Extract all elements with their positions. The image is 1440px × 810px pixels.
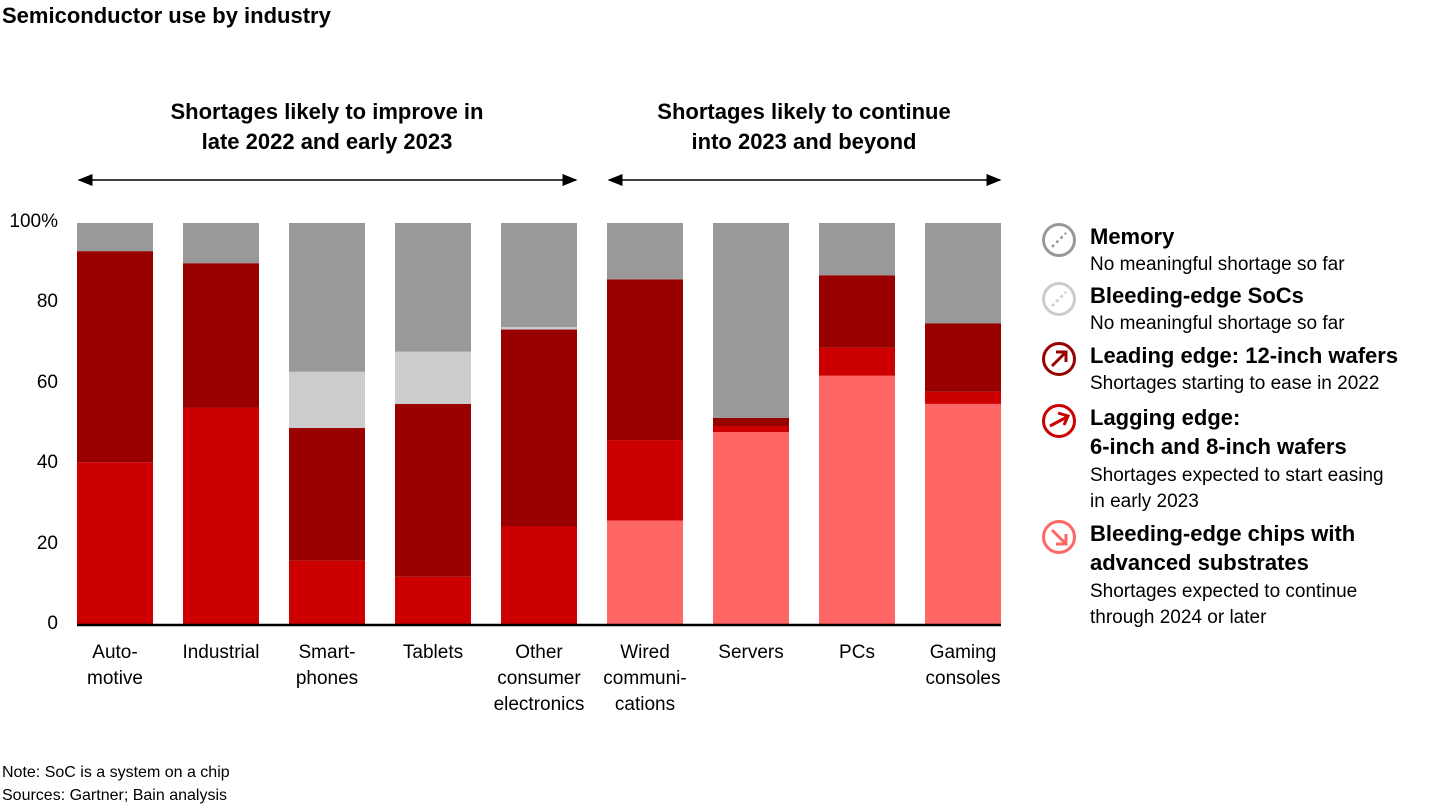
bar-segment — [713, 223, 789, 418]
bar-segment — [395, 223, 471, 352]
bar-segment — [501, 327, 577, 330]
x-tick-label: Smart- phones — [295, 642, 359, 689]
legend-desc: Shortages expected to start easing in ea… — [1090, 465, 1384, 512]
group-label-continue: Shortages likely to continue into 2023 a… — [657, 99, 951, 154]
x-tick-label: Other consumer electronics — [493, 642, 585, 715]
legend-desc: Shortages starting to ease in 2022 — [1090, 373, 1380, 394]
bar-segment — [607, 520, 683, 625]
x-tick-label: PCs — [839, 642, 875, 663]
bar-segment — [77, 462, 153, 625]
bar-segment — [925, 223, 1001, 324]
bar-segment — [713, 417, 789, 427]
dashed-diagonal-circle-icon — [1042, 223, 1076, 257]
sources-text: Sources: Gartner; Bain analysis — [2, 787, 227, 804]
bar-segment — [289, 428, 365, 561]
legend-title: Lagging edge: 6-inch and 8-inch wafers — [1090, 405, 1347, 459]
legend-desc: Shortages expected to continue through 2… — [1090, 581, 1358, 628]
y-tick-label: 0 — [47, 613, 58, 634]
bar-segment — [713, 426, 789, 433]
bar-segment — [713, 432, 789, 625]
legend-desc: No meaningful shortage so far — [1090, 313, 1345, 334]
x-tick-label: Wired communi- cations — [603, 642, 687, 715]
legend-title: Bleeding-edge chips with advanced substr… — [1090, 521, 1356, 575]
arrow-right-circle-icon — [1042, 404, 1076, 438]
bar-segment — [607, 440, 683, 521]
x-tick-label: Industrial — [182, 642, 260, 663]
dashed-diagonal-circle-icon — [1042, 282, 1076, 316]
y-tick-label: 100% — [9, 211, 58, 232]
y-tick-label: 80 — [36, 291, 58, 313]
legend-title: Memory — [1090, 224, 1175, 249]
y-tick-label: 40 — [36, 452, 58, 474]
note-text: Note: SoC is a system on a chip — [2, 764, 230, 781]
bar-segment — [501, 223, 577, 328]
arrow-up-right-circle-icon — [1042, 342, 1076, 376]
chart-title: Semiconductor use by industry — [2, 3, 331, 28]
bar-segment — [77, 251, 153, 463]
bar-segment — [925, 323, 1001, 392]
bar-segment — [819, 275, 895, 348]
legend-desc: No meaningful shortage so far — [1090, 254, 1345, 275]
bar-segment — [289, 371, 365, 429]
bar-segment — [501, 526, 577, 625]
x-tick-label: Auto- motive — [87, 642, 143, 689]
bar-segment — [289, 223, 365, 372]
bar-segment — [395, 576, 471, 625]
bar-segment — [183, 263, 259, 408]
bar-segment — [77, 223, 153, 252]
bar-segment — [501, 329, 577, 527]
bar-segment — [289, 560, 365, 625]
bar-segment — [819, 223, 895, 276]
group-label-improve: Shortages likely to improve in late 2022… — [170, 99, 484, 154]
bar-segment — [395, 403, 471, 577]
bar-segment — [607, 223, 683, 280]
bar-segment — [183, 407, 259, 625]
y-tick-label: 60 — [36, 371, 58, 393]
bar-segment — [819, 375, 895, 625]
legend-title: Bleeding-edge SoCs — [1090, 283, 1304, 308]
bar-segment — [607, 279, 683, 441]
arrow-down-right-circle-icon — [1042, 520, 1076, 554]
bar-segment — [183, 223, 259, 264]
y-tick-label: 20 — [36, 532, 58, 554]
bar-segment — [925, 403, 1001, 625]
bar-segment — [395, 351, 471, 404]
bar-segment — [819, 347, 895, 376]
x-tick-label: Servers — [718, 642, 784, 663]
x-tick-label: Tablets — [402, 642, 464, 663]
legend-title: Leading edge: 12-inch wafers — [1090, 343, 1399, 368]
bar-segment — [925, 391, 1001, 404]
x-tick-label: Gaming consoles — [925, 642, 1001, 689]
